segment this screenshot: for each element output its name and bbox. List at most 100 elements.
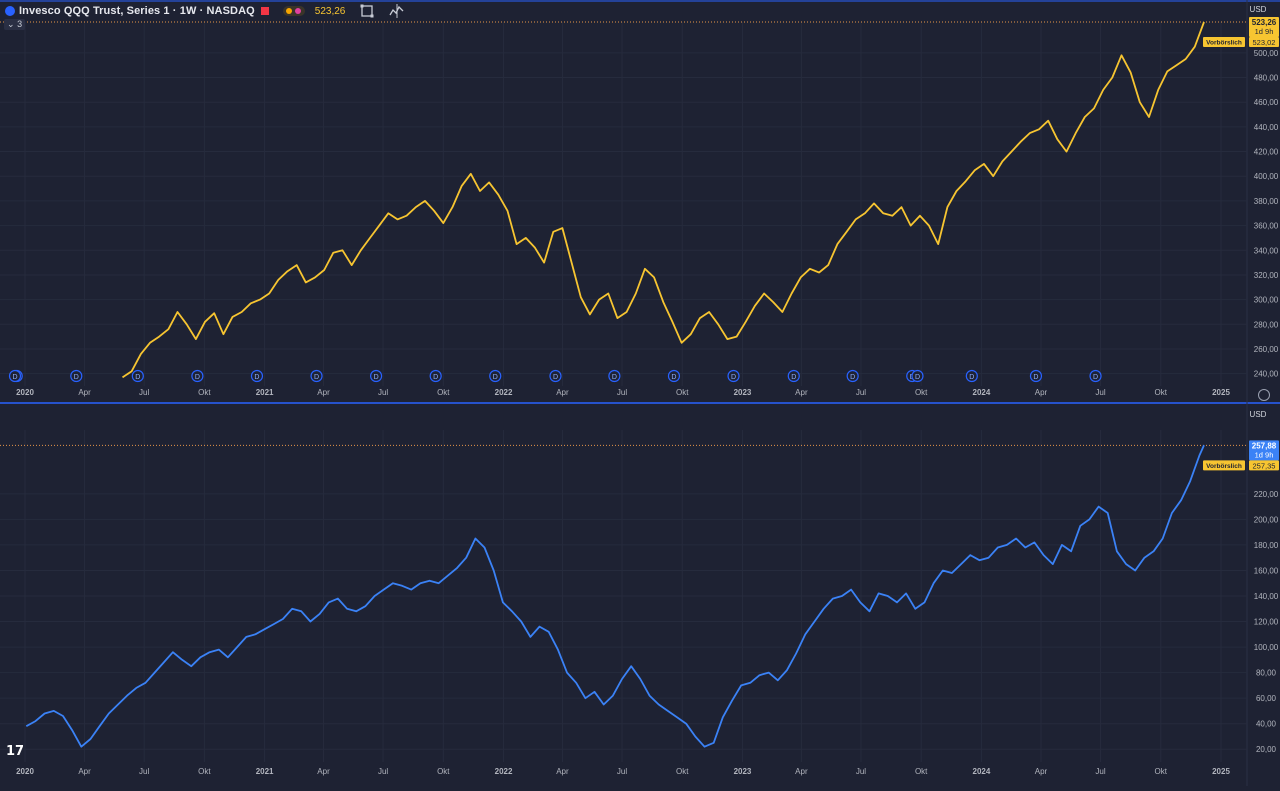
y-tick-label: 400,00 [1254, 172, 1279, 181]
symbol-title[interactable]: Invesco QQQ Trust, Series 1 · 1W · NASDA… [19, 5, 255, 17]
x-tick-label: Jul [378, 767, 388, 776]
dividend-marker[interactable] [965, 369, 978, 383]
y-tick-label: 480,00 [1254, 74, 1279, 83]
flag-icon[interactable] [260, 7, 269, 15]
x-tick-label: Jul [378, 388, 388, 397]
x-tick-label: Jul [139, 767, 149, 776]
dividend-marker[interactable] [667, 369, 681, 383]
dividend-marker-label: D [850, 374, 855, 381]
premarket-tag [1203, 460, 1245, 471]
chart-header: Invesco QQQ Trust, Series 1 · 1W · NASDA… [0, 0, 1250, 22]
dividend-marker-label: D [791, 374, 796, 381]
x-tick-label: Okt [915, 388, 928, 397]
x-tick-label: Okt [1155, 388, 1168, 397]
series-line[interactable] [25, 444, 1205, 748]
y-tick-label: 180,00 [1254, 541, 1279, 550]
dividend-marker-label: D [915, 374, 920, 381]
y-tick-label: 20,00 [1256, 745, 1277, 754]
dividend-marker[interactable] [727, 369, 740, 383]
currency-label: USD [1250, 410, 1267, 419]
x-tick-label: 2025 [1212, 388, 1230, 397]
last-price-label: 523,26 [1252, 18, 1277, 27]
y-tick-label: 140,00 [1254, 592, 1279, 601]
y-tick-label: 80,00 [1256, 669, 1277, 678]
dividend-marker[interactable] [608, 369, 621, 383]
dividend-marker[interactable] [191, 369, 204, 383]
dividend-marker-label: D [553, 374, 558, 381]
dividend-marker-label: D [374, 374, 379, 381]
settings-gear-icon[interactable] [1258, 389, 1270, 401]
x-tick-label: Jul [856, 388, 866, 397]
x-tick-label: 2022 [495, 388, 513, 397]
x-tick-label: Okt [676, 767, 689, 776]
x-tick-label: Jul [1095, 388, 1105, 397]
y-tick-label: 320,00 [1254, 271, 1279, 280]
y-tick-label: 260,00 [1254, 345, 1279, 354]
dividend-marker-label: D [314, 374, 319, 381]
x-tick-label: Jul [617, 388, 627, 397]
y-tick-label: 340,00 [1254, 246, 1279, 255]
dividend-marker[interactable] [370, 369, 383, 383]
x-tick-label: Apr [1035, 767, 1048, 776]
dividend-marker[interactable] [846, 369, 859, 383]
x-tick-label: Apr [317, 388, 330, 397]
dividend-marker[interactable] [70, 369, 83, 383]
y-tick-label: 60,00 [1256, 694, 1277, 703]
premarket-price-badge [1249, 37, 1279, 47]
indicator-status-icon[interactable] [282, 6, 305, 16]
currency-label: USD [1250, 5, 1267, 14]
x-tick-label: Apr [78, 767, 91, 776]
y-tick-label: 380,00 [1254, 197, 1279, 206]
x-tick-label: Jul [617, 767, 627, 776]
last-price-label: 257,88 [1252, 441, 1277, 450]
dividend-marker[interactable] [1089, 369, 1102, 383]
premarket-price-label: 523,02 [1253, 38, 1276, 47]
dividend-marker[interactable] [489, 369, 502, 383]
symbol-logo-icon[interactable] [5, 6, 15, 16]
dividend-marker[interactable] [310, 369, 323, 383]
last-price-badge [1249, 17, 1279, 37]
x-tick-label: Okt [676, 388, 689, 397]
x-tick-label: Okt [915, 767, 928, 776]
y-tick-label: 360,00 [1254, 222, 1279, 231]
select-rectangle-icon[interactable] [359, 3, 375, 19]
x-tick-label: 2021 [256, 767, 274, 776]
last-price-badge [1249, 440, 1279, 461]
x-tick-label: 2025 [1212, 767, 1230, 776]
premarket-price-badge [1249, 460, 1279, 471]
y-tick-label: 220,00 [1254, 490, 1279, 499]
dividend-marker-label: D [612, 374, 617, 381]
dividend-marker[interactable] [250, 369, 264, 383]
dividend-marker-label: D [671, 374, 676, 381]
dividend-marker-label: D [433, 374, 438, 381]
dividend-marker[interactable] [911, 369, 924, 383]
x-tick-label: Jul [139, 388, 149, 397]
tradingview-logo[interactable]: 17 [6, 744, 25, 759]
dividend-marker-label: D [74, 374, 79, 381]
replay-icon[interactable] [389, 3, 405, 19]
collapse-indicators-button[interactable]: ⌄ 3 [4, 19, 26, 30]
dividend-marker[interactable] [429, 369, 442, 383]
dividend-marker[interactable] [8, 369, 22, 383]
x-tick-label: Jul [1095, 767, 1105, 776]
dividend-marker[interactable] [549, 369, 562, 383]
x-tick-label: 2024 [973, 767, 991, 776]
x-tick-label: Okt [437, 388, 450, 397]
x-tick-label: 2024 [973, 388, 991, 397]
dividend-marker-label: D [731, 374, 736, 381]
y-tick-label: 100,00 [1254, 643, 1279, 652]
dividend-marker[interactable] [1029, 369, 1043, 383]
countdown-label: 1d 9h [1255, 27, 1274, 36]
dividend-marker[interactable] [131, 369, 144, 383]
x-tick-label: 2020 [16, 388, 34, 397]
series-line[interactable] [121, 21, 1205, 379]
x-tick-label: Apr [1035, 388, 1048, 397]
premarket-tag [1203, 37, 1245, 47]
dividend-marker[interactable] [787, 369, 800, 383]
header-price: 523,26 [314, 5, 346, 17]
x-tick-label: Okt [198, 388, 211, 397]
x-tick-label: 2021 [256, 388, 274, 397]
